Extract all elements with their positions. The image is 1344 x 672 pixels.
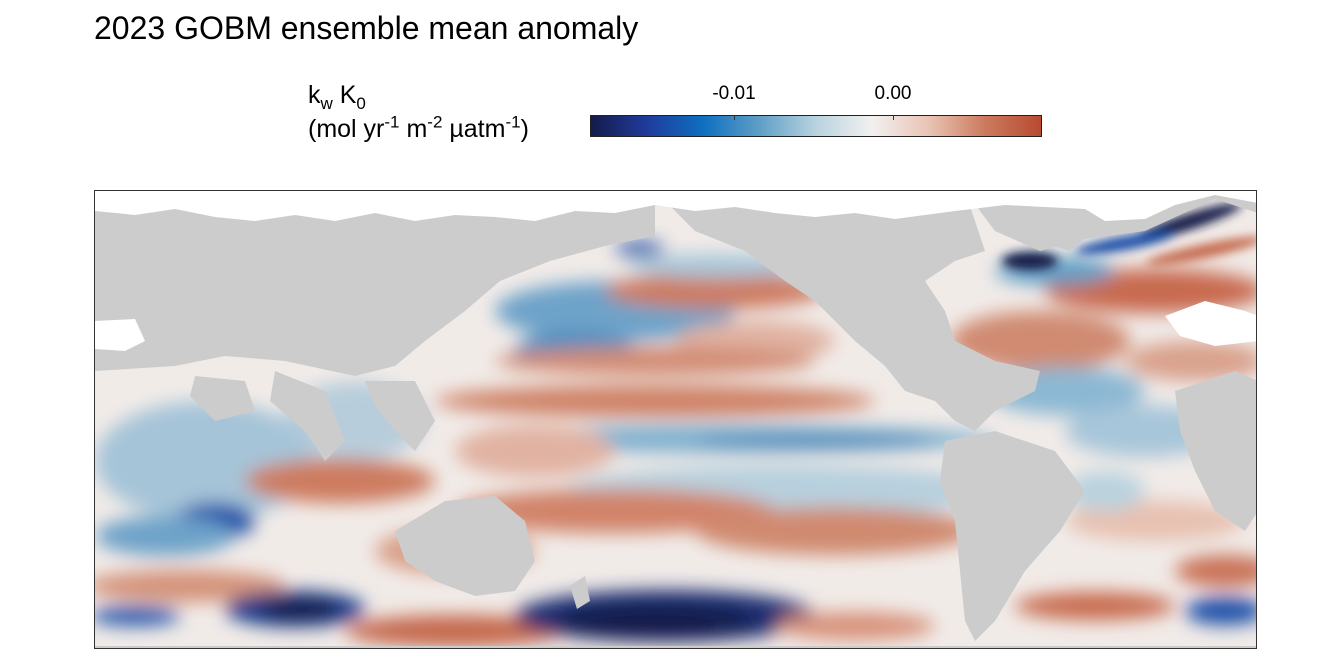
anomaly-map	[94, 190, 1257, 649]
map-canvas	[95, 191, 1256, 648]
colorbar-tick	[893, 115, 894, 120]
colorbar	[590, 115, 1042, 137]
legend-title-line1: kw K0	[308, 81, 366, 113]
legend-title: kw K0 (mol yr-1 m-2 µatm-1)	[308, 78, 529, 146]
legend-title-units: (mol yr-1 m-2 µatm-1)	[308, 112, 529, 143]
sea-ice	[95, 191, 1256, 351]
colorbar-tick	[734, 115, 735, 120]
colorbar-tick-label: -0.01	[712, 83, 756, 104]
map-title: 2023 GOBM ensemble mean anomaly	[94, 10, 639, 46]
colorbar-tick-label: 0.00	[874, 83, 912, 104]
land-masses	[95, 191, 1256, 648]
